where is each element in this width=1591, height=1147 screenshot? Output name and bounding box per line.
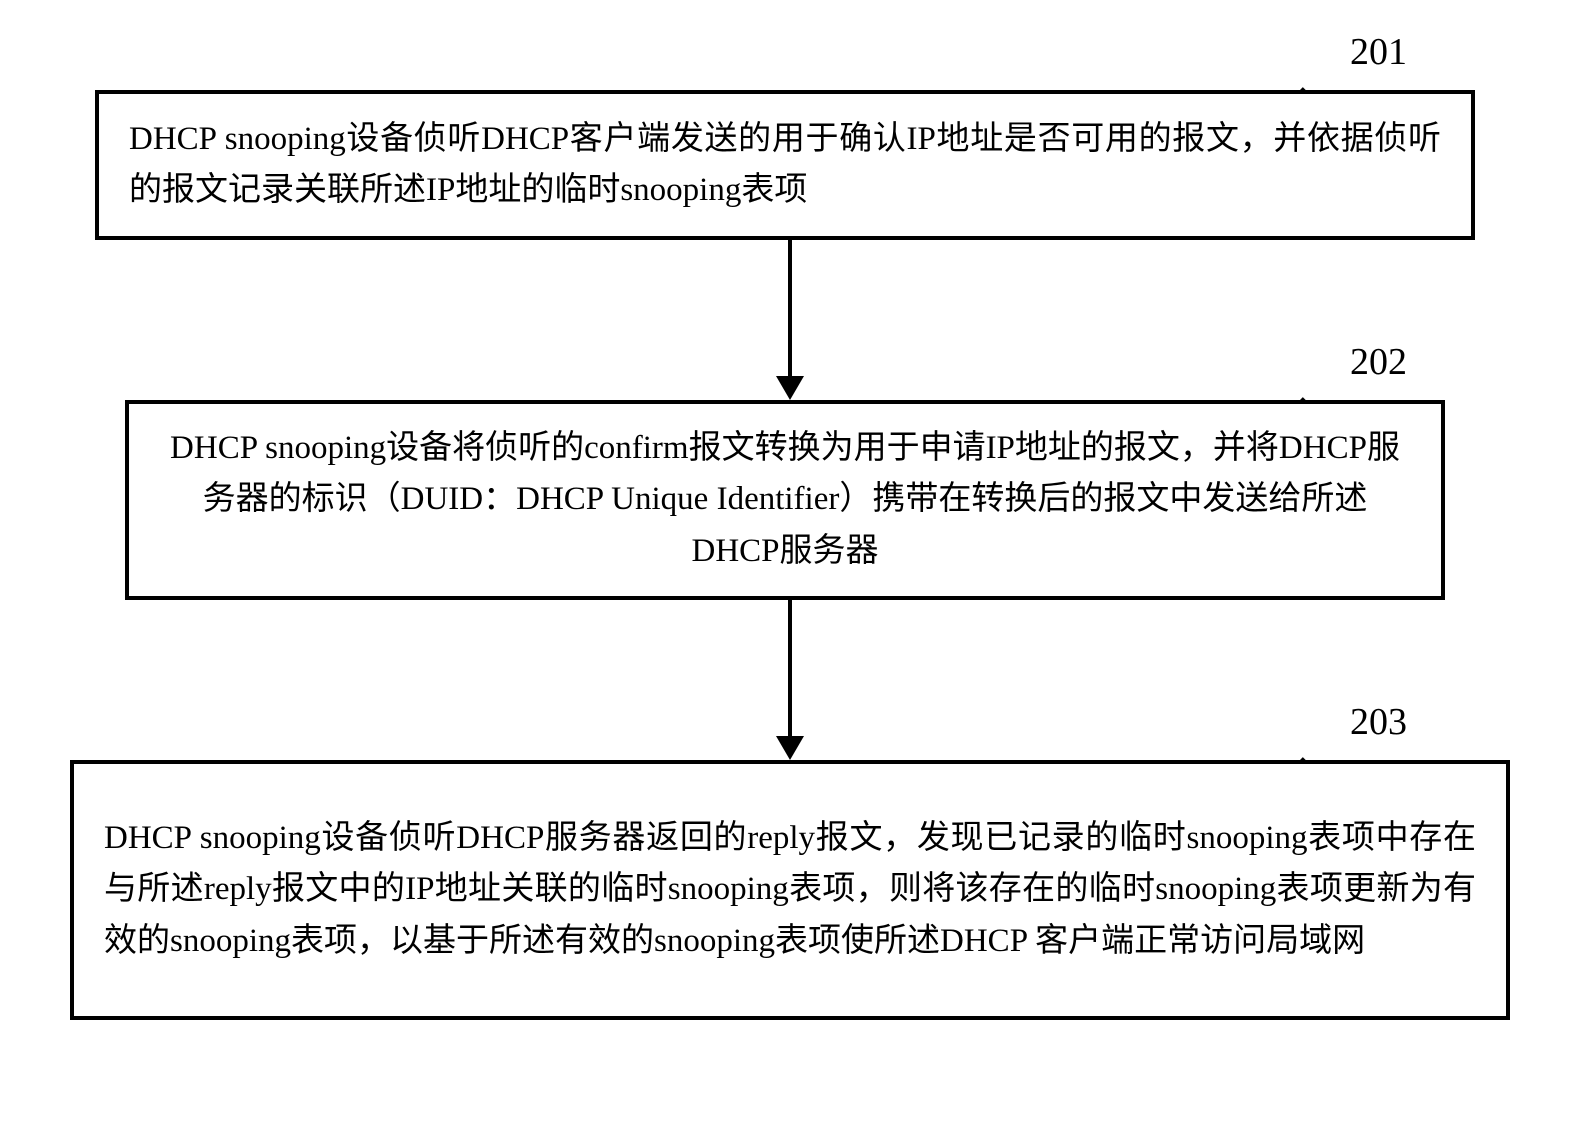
step-label-202: 202	[1350, 340, 1407, 384]
flow-node-202-text: DHCP snooping设备将侦听的confirm报文转换为用于申请IP地址的…	[159, 423, 1411, 576]
flow-node-203-text: DHCP snooping设备侦听DHCP服务器返回的reply报文，发现已记录…	[104, 813, 1476, 966]
step-label-203: 203	[1350, 700, 1407, 744]
flow-node-203: DHCP snooping设备侦听DHCP服务器返回的reply报文，发现已记录…	[70, 760, 1510, 1020]
arrow-line	[788, 600, 792, 736]
arrow-line	[788, 240, 792, 376]
arrow-201-to-202	[776, 240, 804, 400]
arrow-head-icon	[776, 736, 804, 760]
flowchart-container: 201 DHCP snooping设备侦听DHCP客户端发送的用于确认IP地址是…	[0, 0, 1591, 1147]
flow-node-201-text: DHCP snooping设备侦听DHCP客户端发送的用于确认IP地址是否可用的…	[129, 114, 1441, 216]
arrow-202-to-203	[776, 600, 804, 760]
step-label-201: 201	[1350, 30, 1407, 74]
flow-node-201: DHCP snooping设备侦听DHCP客户端发送的用于确认IP地址是否可用的…	[95, 90, 1475, 240]
arrow-head-icon	[776, 376, 804, 400]
flow-node-202: DHCP snooping设备将侦听的confirm报文转换为用于申请IP地址的…	[125, 400, 1445, 600]
